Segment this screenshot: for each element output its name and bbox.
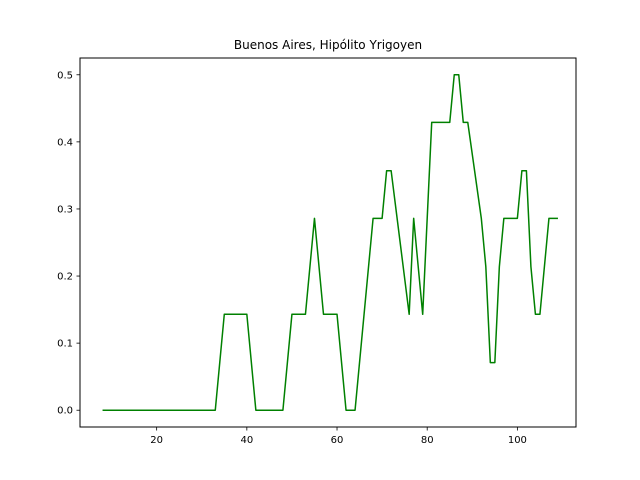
axes-frame (79, 57, 577, 428)
axes: 20 40 60 80 100 0.0 0.1 0.2 0.3 0.4 0.5 (57, 57, 577, 446)
y-tick-label: 0.2 (57, 272, 73, 283)
plot-area (102, 74, 558, 411)
x-tick-label: 20 (150, 435, 163, 446)
y-tick-label: 0.5 (57, 70, 73, 81)
x-tick-label: 80 (421, 435, 434, 446)
y-tick-label: 0.1 (57, 339, 73, 350)
y-tick-label: 0.0 (57, 406, 73, 417)
x-tick-label: 40 (240, 435, 253, 446)
chart-title: Buenos Aires, Hipólito Yrigoyen (234, 38, 422, 52)
x-tick-label: 100 (508, 435, 527, 446)
y-tick-label: 0.4 (57, 137, 73, 148)
x-tick-label: 60 (331, 435, 344, 446)
series-line-0 (102, 74, 558, 411)
y-tick-label: 0.3 (57, 204, 73, 215)
